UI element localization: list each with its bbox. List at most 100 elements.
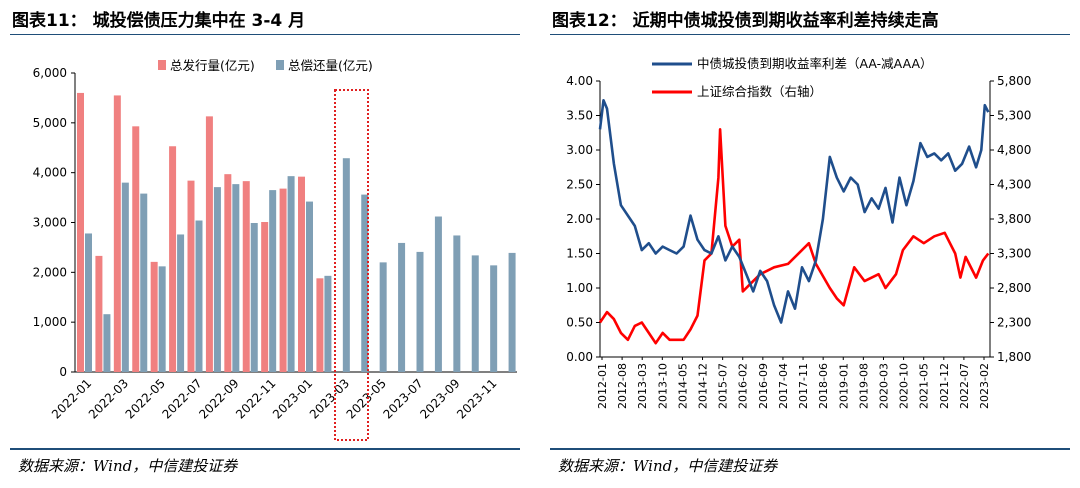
bar-chart: 01,0002,0003,0004,0005,0006,0002022-0120…	[33, 58, 517, 441]
bar-issuance	[187, 180, 195, 372]
bar-repayment	[342, 158, 350, 372]
left-y-tick-label: 3.00	[566, 143, 593, 157]
legend-label-repayment: 总偿还量(亿元)	[288, 58, 373, 73]
bar-repayment	[158, 266, 166, 372]
x-tick-label: 2019-01	[837, 363, 850, 409]
x-tick-label: 2020-10	[898, 363, 911, 409]
bar-repayment	[195, 220, 203, 372]
bar-repayment	[232, 184, 240, 372]
bar-repayment	[379, 262, 387, 372]
legend-label-sse: 上证综合指数（右轴）	[697, 84, 822, 99]
right-top-rule	[550, 34, 1070, 35]
left-y-tick-label: 3.50	[566, 109, 593, 123]
x-tick-label: 2016-09	[757, 363, 770, 409]
legend-swatch-repayment	[276, 60, 284, 70]
bar-repayment	[177, 234, 185, 372]
bar-repayment	[287, 176, 295, 372]
x-tick-label: 2015-07	[717, 363, 730, 409]
left-y-tick-label: 0.50	[566, 316, 593, 330]
y-tick-label: 0	[59, 365, 67, 379]
bar-repayment	[85, 233, 92, 372]
legend-swatch-issuance	[158, 60, 166, 70]
right-y-tick-label: 3,800	[997, 212, 1031, 226]
x-tick-label: 2018-06	[817, 363, 830, 409]
left-y-tick-label: 2.00	[566, 212, 593, 226]
bar-repayment	[250, 222, 258, 372]
x-tick-label: 2013-10	[656, 363, 669, 409]
y-tick-label: 2,000	[33, 265, 67, 279]
bar-repayment	[398, 242, 406, 372]
left-source-note: 数据来源：Wind，中信建投证券	[18, 457, 238, 475]
bar-issuance	[261, 222, 269, 372]
right-chart-panel: 图表12： 近期中债城投债到期收益率利差持续走高 0.00 1,800 0.50 2,…	[540, 0, 1080, 488]
right-y-tick-label: 5,300	[997, 109, 1031, 123]
y-tick-label: 4,000	[33, 166, 67, 180]
x-tick-label: 2012-08	[616, 363, 629, 409]
left-chart-panel: 图表11： 城投偿债压力集中在 3-4 月 0 1,000 2,000 3,000 4,…	[0, 0, 530, 488]
x-tick-label: 2012-01	[596, 363, 609, 409]
bar-issuance	[150, 261, 158, 372]
right-y-tick-label: 3,300	[997, 247, 1031, 261]
left-top-rule	[10, 34, 520, 35]
bar-repayment	[434, 216, 442, 372]
x-tick-label: 2019-08	[857, 363, 870, 409]
bar-repayment	[269, 190, 277, 372]
bar-repayment	[361, 194, 369, 372]
x-tick-label: 2022-07	[958, 363, 971, 409]
bar-repayment	[508, 252, 516, 372]
left-bottom-rule	[10, 448, 520, 450]
highlight-box	[334, 89, 369, 441]
x-tick-label: 2017-04	[777, 363, 790, 409]
bar-repayment	[140, 193, 148, 372]
left-chart-title: 图表11： 城投偿债压力集中在 3-4 月	[12, 11, 306, 31]
bar-issuance	[279, 188, 287, 372]
x-tick-label: 2021-05	[918, 363, 931, 409]
bar-issuance	[242, 181, 250, 372]
right-y-tick-label: 4,800	[997, 143, 1031, 157]
left-y-tick-label: 1.50	[566, 247, 593, 261]
y-tick-label: 3,000	[33, 216, 67, 230]
right-y-tick-label: 2,800	[997, 281, 1031, 295]
left-y-tick-label: 4.00	[566, 74, 593, 88]
x-tick-label: 2013-03	[636, 363, 649, 409]
x-tick-label: 2023-02	[978, 363, 991, 409]
bar-repayment	[490, 265, 498, 372]
bar-issuance	[169, 146, 177, 372]
sse-index-line	[598, 128, 990, 345]
x-tick-label: 2020-03	[877, 363, 890, 409]
bar-issuance	[298, 176, 305, 372]
bar-issuance	[113, 95, 121, 373]
line-chart: 0.00 1,800 0.50 2,300 1.00 2,800 1.50 3,300 2.00…	[566, 56, 1031, 409]
bar-issuance	[316, 278, 324, 372]
x-tick-label: 2016-02	[737, 363, 750, 409]
bar-issuance	[95, 255, 103, 372]
right-y-tick-label: 2,300	[997, 316, 1031, 330]
left-y-tick-label: 0.00	[566, 350, 593, 364]
x-tick-label: 2023-11	[454, 376, 499, 421]
bar-issuance	[77, 92, 84, 372]
x-tick-label: 2021-12	[938, 363, 951, 409]
bar-repayment	[103, 314, 111, 372]
bar-repayment	[471, 255, 479, 372]
y-tick-label: 6,000	[33, 66, 67, 80]
legend-label-issuance: 总发行量(亿元)	[170, 58, 255, 73]
bar-issuance	[132, 126, 140, 373]
left-y-tick-label: 1.00	[566, 281, 593, 295]
bar-issuance	[224, 174, 232, 372]
bar-repayment	[324, 275, 332, 372]
y-tick-label: 1,000	[33, 315, 67, 329]
right-y-tick-label: 1,800	[997, 350, 1031, 364]
right-bottom-rule	[550, 448, 1070, 450]
bar-issuance	[205, 116, 213, 372]
x-tick-label: 2014-05	[676, 363, 689, 409]
bar-repayment	[453, 235, 461, 372]
bar-repayment	[121, 182, 129, 372]
left-y-tick-label: 2.50	[566, 178, 593, 192]
x-tick-label: 2014-12	[697, 363, 710, 409]
right-chart-title: 图表12： 近期中债城投债到期收益率利差持续走高	[552, 11, 939, 31]
legend-label-spread: 中债城投债到期收益率利差（AA-减AAA）	[697, 56, 933, 71]
bar-repayment	[416, 251, 424, 372]
y-tick-label: 5,000	[33, 116, 67, 130]
spread-line	[598, 99, 990, 324]
x-tick-label: 2017-11	[797, 363, 810, 409]
